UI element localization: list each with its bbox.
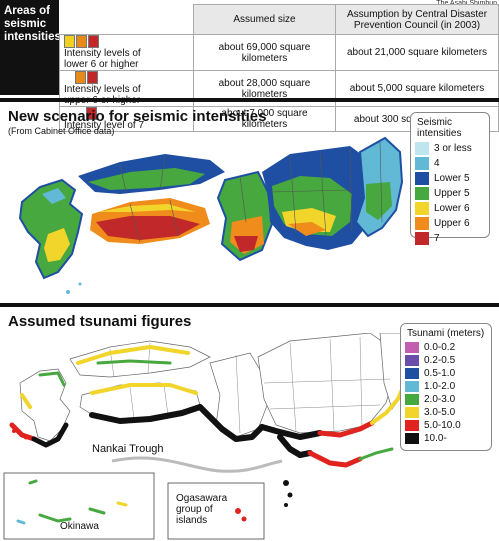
credit-text: The Asahi Shimbun	[436, 0, 497, 7]
ogasawara-label: Ogasawara group of islands	[176, 493, 227, 526]
row-label-cell: Intensity levels of lower 6 or higher	[59, 34, 194, 71]
okinawa-label: Okinawa	[60, 521, 99, 532]
legend-swatch	[415, 202, 429, 215]
legend-swatch	[405, 368, 419, 379]
legend-item: Upper 6	[411, 216, 489, 231]
seismic-subtitle: (From Cabinet Office data)	[8, 126, 115, 136]
seismic-legend-title: Seismic intensities	[417, 117, 462, 139]
legend-swatch	[405, 394, 419, 405]
legend-item: 1.0-2.0	[401, 380, 491, 393]
legend-swatch	[405, 342, 419, 353]
seismic-legend: Seismic intensities 3 or less 4 Lower 5 …	[410, 112, 490, 245]
row-label: Intensity level of 7	[64, 120, 145, 131]
tsunami-legend: Tsunami (meters) 0.0-0.2 0.2-0.5 0.5-1.0…	[400, 323, 492, 451]
tsunami-title: Assumed tsunami figures	[8, 313, 192, 330]
table-header-row: Assumed size Assumption by Central Disas…	[59, 4, 499, 35]
seismic-map-panel: New scenario for seismic intensities (Fr…	[0, 98, 499, 303]
seismic-map	[18, 136, 404, 294]
swatch-yellow	[64, 35, 75, 48]
legend-swatch	[415, 172, 429, 185]
intensity-area-table: Areas of seismic intensities The Asahi S…	[0, 0, 499, 133]
seismic-title: New scenario for seismic intensities	[8, 108, 267, 125]
legend-label: Lower 6	[434, 203, 470, 214]
table-title: Areas of seismic intensities	[0, 0, 61, 95]
legend-item: Lower 5	[411, 171, 489, 186]
legend-item: 2.0-3.0	[401, 393, 491, 406]
legend-swatch	[405, 355, 419, 366]
legend-label: Upper 6	[434, 218, 470, 229]
legend-swatch	[415, 157, 429, 170]
header-2003: Assumption by Central Disaster Preventio…	[335, 4, 499, 35]
swatch-orange	[75, 71, 86, 84]
legend-label: 10.0-	[424, 433, 447, 444]
row-size: about 7,000 square kilometers	[193, 105, 336, 133]
ogasawara-line-1: Ogasawara	[176, 493, 228, 504]
header-blank	[59, 4, 194, 35]
row-size: about 69,000 square kilometers	[193, 34, 336, 71]
row-label-cell: Intensity level of 7	[59, 105, 194, 133]
table-row: Intensity levels of lower 6 or higher ab…	[59, 34, 499, 71]
swatch-group	[64, 71, 99, 84]
legend-label: Upper 5	[434, 188, 470, 199]
legend-item: 3 or less	[411, 141, 489, 156]
legend-label: 0.2-0.5	[424, 355, 456, 366]
legend-swatch	[415, 187, 429, 200]
nankai-trough-label: Nankai Trough	[92, 443, 164, 455]
legend-swatch	[405, 407, 419, 418]
swatch-red	[87, 71, 98, 84]
legend-swatch	[415, 217, 429, 230]
legend-item: 7	[411, 231, 489, 246]
legend-label: Lower 5	[434, 173, 470, 184]
tsunami-map-panel: Assumed tsunami figures	[0, 303, 499, 540]
swatch-group	[64, 35, 100, 48]
legend-swatch	[415, 142, 429, 155]
row-prev: about 21,000 square kilometers	[335, 34, 499, 71]
legend-label: 4	[434, 158, 440, 169]
tsunami-legend-title: Tsunami (meters)	[407, 328, 485, 339]
legend-label: 2.0-3.0	[424, 394, 456, 405]
legend-swatch	[405, 381, 419, 392]
legend-item: Upper 5	[411, 186, 489, 201]
legend-item: 5.0-10.0	[401, 419, 491, 432]
legend-swatch	[415, 232, 429, 245]
legend-label: 3.0-5.0	[424, 407, 456, 418]
legend-label: 5.0-10.0	[424, 420, 461, 431]
ogasawara-line-3: islands	[176, 515, 208, 526]
legend-item: Lower 6	[411, 201, 489, 216]
ogasawara-line-2: group of	[176, 504, 213, 515]
swatch-red	[88, 35, 99, 48]
legend-label: 0.5-1.0	[424, 368, 456, 379]
legend-item: 10.0-	[401, 432, 491, 445]
legend-label: 0.0-0.2	[424, 342, 456, 353]
legend-item: 0.5-1.0	[401, 367, 491, 380]
legend-item: 0.0-0.2	[401, 341, 491, 354]
header-assumed-size: Assumed size	[193, 4, 336, 35]
legend-label: 1.0-2.0	[424, 381, 456, 392]
legend-label: 7	[434, 233, 440, 244]
legend-item: 4	[411, 156, 489, 171]
legend-label: 3 or less	[434, 143, 472, 154]
legend-item: 3.0-5.0	[401, 406, 491, 419]
swatch-orange	[76, 35, 87, 48]
legend-swatch	[405, 420, 419, 431]
legend-item: 0.2-0.5	[401, 354, 491, 367]
legend-swatch	[405, 433, 419, 444]
row-label: Intensity levels of lower 6 or higher	[64, 48, 141, 70]
